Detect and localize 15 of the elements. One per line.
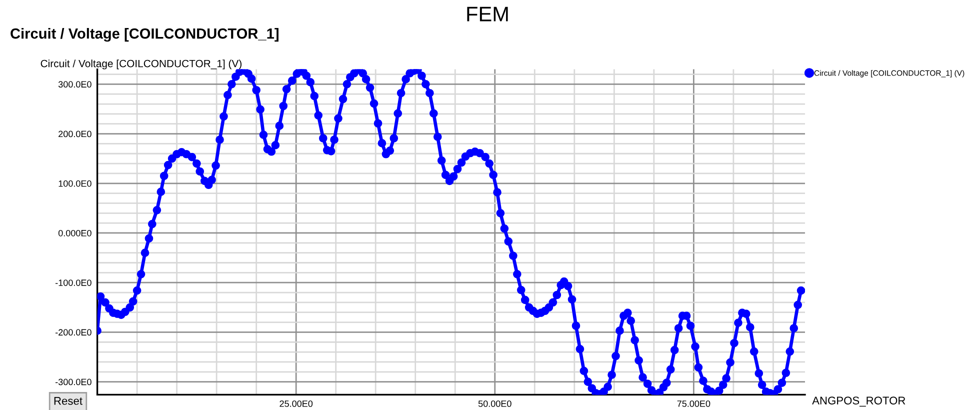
x-axis-title: ANGPOS_ROTOR: [812, 396, 906, 407]
x-tick-label: 25.00E0: [280, 400, 313, 407]
y-tick-label: -200.0E0: [56, 329, 92, 336]
chart-title: FEM: [467, 6, 508, 22]
x-tick-label: 50.00E0: [478, 400, 512, 407]
y-tick-label: 300.0E0: [58, 81, 92, 88]
y-tick-label: 100.0E0: [58, 180, 92, 187]
x-tick-label: 75.00E0: [677, 400, 710, 407]
y-tick-label: -100.0E0: [56, 280, 92, 286]
y-tick-label: -300.0E0: [56, 378, 92, 386]
y-axis-title: Circuit / Voltage [COILCONDUCTOR_1] (V): [40, 60, 242, 70]
y-tick-label: 200.0E0: [58, 130, 92, 138]
text: Reset: [54, 397, 82, 405]
chart-subtitle: Circuit / Voltage [COILCONDUCTOR_1]: [10, 28, 278, 42]
y-tick-label: 0.000E0: [58, 230, 92, 236]
